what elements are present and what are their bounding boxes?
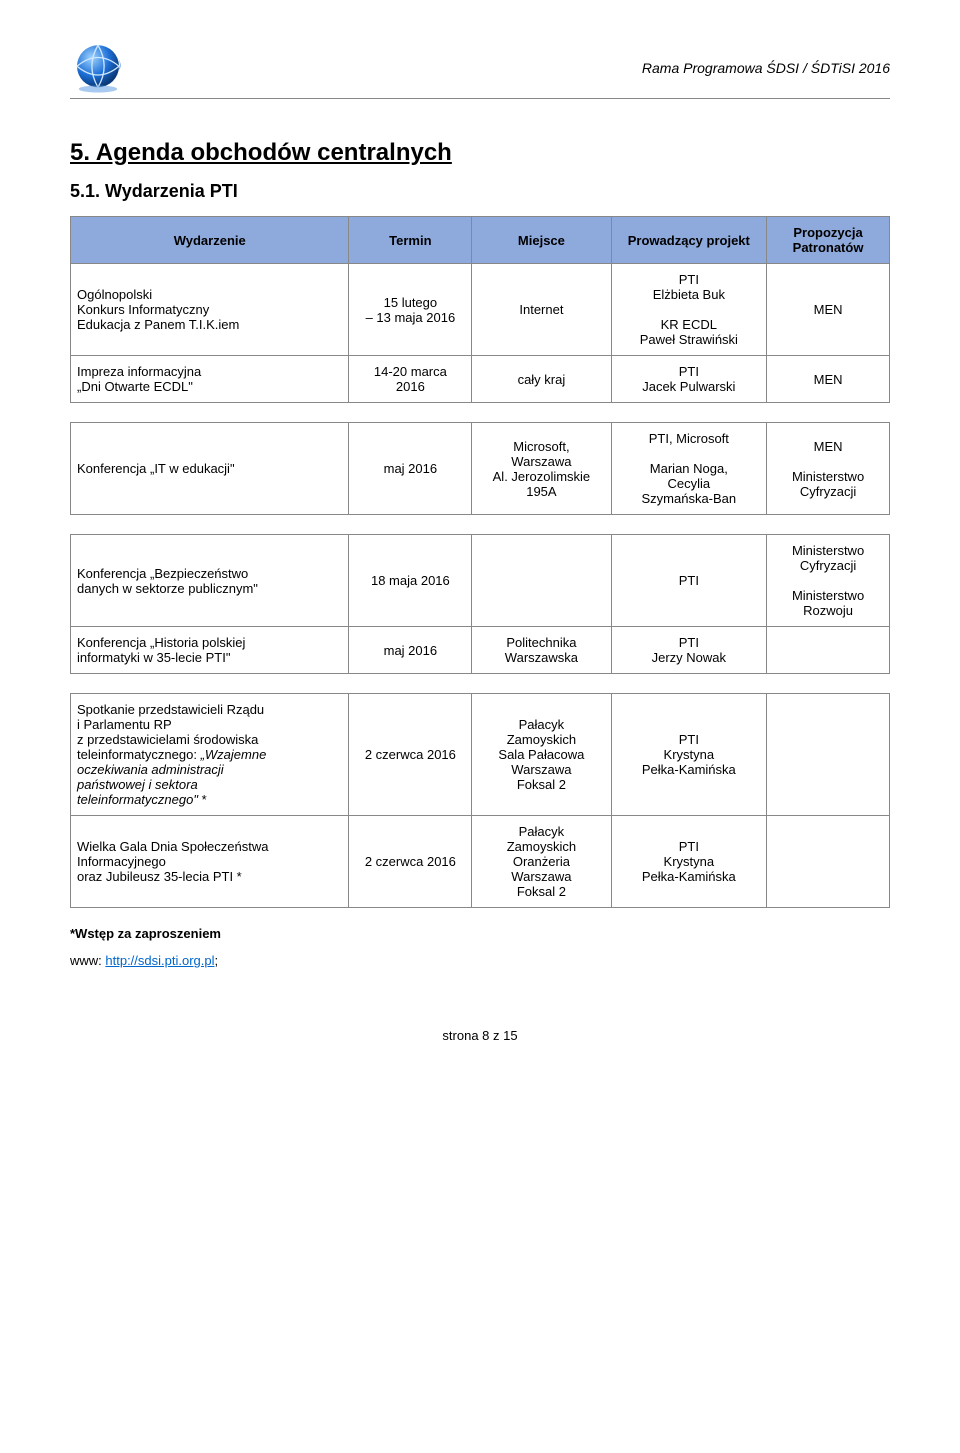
cell-event: Konferencja „IT w edukacji"	[71, 423, 349, 515]
cell-term: 2 czerwca 2016	[349, 816, 472, 908]
events-table: Wydarzenie Termin Miejsce Prowadzący pro…	[70, 216, 890, 908]
cell-event: Impreza informacyjna„Dni Otwarte ECDL"	[71, 356, 349, 403]
cell-place	[472, 535, 611, 627]
cell-event: Spotkanie przedstawicieli Rządui Parlame…	[71, 694, 349, 816]
cell-patron	[767, 694, 890, 816]
cell-lead: PTIKrystynaPełka-Kamińska	[611, 816, 767, 908]
cell-patron	[767, 816, 890, 908]
cell-patron: MinisterstwoCyfryzacjiMinisterstwoRozwoj…	[767, 535, 890, 627]
cell-event: OgólnopolskiKonkurs InformatycznyEdukacj…	[71, 264, 349, 356]
table-row: OgólnopolskiKonkurs InformatycznyEdukacj…	[71, 264, 890, 356]
col-lead: Prowadzący projekt	[611, 217, 767, 264]
page-number: strona 8 z 15	[70, 1028, 890, 1043]
cell-lead: PTIKrystynaPełka-Kamińska	[611, 694, 767, 816]
www-line: www: http://sdsi.pti.org.pl;	[70, 953, 890, 968]
cell-lead: PTIElżbieta BukKR ECDLPaweł Strawiński	[611, 264, 767, 356]
cell-event: Konferencja „Historia polskiejinformatyk…	[71, 627, 349, 674]
cell-place: PałacykZamoyskichSala PałacowaWarszawaFo…	[472, 694, 611, 816]
cell-place: Microsoft,WarszawaAl. Jerozolimskie195A	[472, 423, 611, 515]
spacer-row	[71, 674, 890, 694]
www-trail: ;	[215, 953, 219, 968]
cell-place: PałacykZamoyskichOranżeriaWarszawaFoksal…	[472, 816, 611, 908]
cell-term: maj 2016	[349, 423, 472, 515]
doc-title: Rama Programowa ŚDSI / ŚDTiSI 2016	[642, 60, 890, 76]
page: Rama Programowa ŚDSI / ŚDTiSI 2016 5. Ag…	[0, 0, 960, 1073]
cell-term: 14-20 marca2016	[349, 356, 472, 403]
page-header: Rama Programowa ŚDSI / ŚDTiSI 2016	[70, 40, 890, 99]
cell-lead: PTIJerzy Nowak	[611, 627, 767, 674]
table-row: Konferencja „Bezpieczeństwodanych w sekt…	[71, 535, 890, 627]
www-label: www:	[70, 953, 105, 968]
footnote: *Wstęp za zaproszeniem	[70, 926, 890, 941]
cell-lead: PTI	[611, 535, 767, 627]
col-patron: Propozycja Patronatów	[767, 217, 890, 264]
col-place: Miejsce	[472, 217, 611, 264]
cell-lead: PTIJacek Pulwarski	[611, 356, 767, 403]
table-row: Spotkanie przedstawicieli Rządui Parlame…	[71, 694, 890, 816]
table-header-row: Wydarzenie Termin Miejsce Prowadzący pro…	[71, 217, 890, 264]
spacer-row	[71, 515, 890, 535]
cell-term: maj 2016	[349, 627, 472, 674]
www-link[interactable]: http://sdsi.pti.org.pl	[105, 953, 214, 968]
cell-place: Internet	[472, 264, 611, 356]
col-term: Termin	[349, 217, 472, 264]
cell-patron: MEN	[767, 264, 890, 356]
cell-term: 18 maja 2016	[349, 535, 472, 627]
table-row: Impreza informacyjna„Dni Otwarte ECDL"14…	[71, 356, 890, 403]
globe-logo-icon	[70, 40, 126, 96]
spacer-row	[71, 403, 890, 423]
table-row: Konferencja „Historia polskiejinformatyk…	[71, 627, 890, 674]
cell-event: Konferencja „Bezpieczeństwodanych w sekt…	[71, 535, 349, 627]
table-row: Wielka Gala Dnia SpołeczeństwaInformacyj…	[71, 816, 890, 908]
section-title: 5. Agenda obchodów centralnych	[70, 139, 890, 167]
cell-term: 2 czerwca 2016	[349, 694, 472, 816]
subsection-title: 5.1. Wydarzenia PTI	[70, 181, 890, 202]
table-row: Konferencja „IT w edukacji"maj 2016Micro…	[71, 423, 890, 515]
cell-term: 15 lutego– 13 maja 2016	[349, 264, 472, 356]
cell-event: Wielka Gala Dnia SpołeczeństwaInformacyj…	[71, 816, 349, 908]
cell-place: cały kraj	[472, 356, 611, 403]
cell-patron: MENMinisterstwoCyfryzacji	[767, 423, 890, 515]
col-event: Wydarzenie	[71, 217, 349, 264]
cell-place: PolitechnikaWarszawska	[472, 627, 611, 674]
cell-patron: MEN	[767, 356, 890, 403]
cell-patron	[767, 627, 890, 674]
cell-lead: PTI, MicrosoftMarian Noga,CecyliaSzymańs…	[611, 423, 767, 515]
